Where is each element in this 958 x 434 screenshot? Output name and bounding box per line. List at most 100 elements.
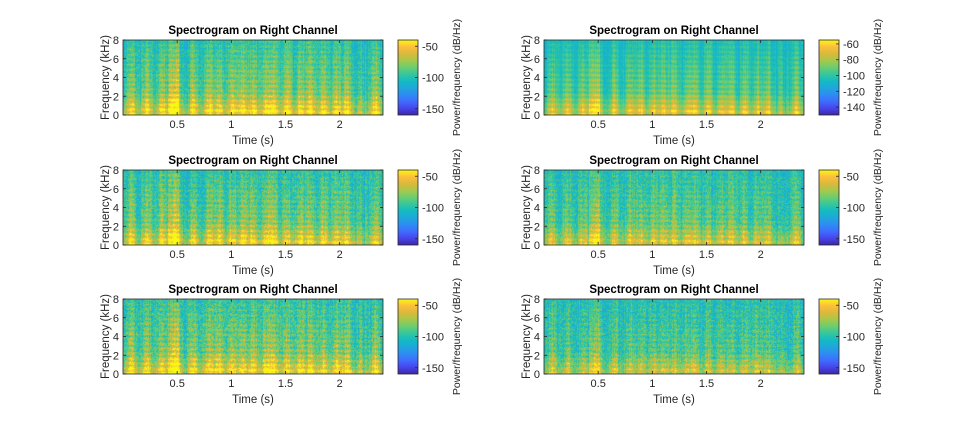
colorbar-tick-label: -150 [843,363,865,375]
y-tick-label: 2 [113,91,119,103]
x-tick-label: 2 [758,378,764,390]
y-axis-label: Frequency (kHz) [521,35,533,120]
colorbar-tick-label: -50 [422,300,438,312]
spectrogram-panel-2: Spectrogram on Right Channel 0.5 1 1.5 2 0 2 4 6… [521,19,884,147]
y-tick-label: 6 [534,313,540,325]
y-tick-label: 4 [534,203,540,215]
spectrogram-heatmap [123,299,383,374]
y-tick-label: 2 [534,350,540,362]
colorbar-label: Power/frequency (dB/Hz) [872,19,884,136]
x-tick-label: 1 [228,378,234,390]
x-tick-label: 2 [337,249,343,261]
y-tick-label: 2 [113,221,119,233]
colorbar-tick-label: -150 [843,234,865,246]
y-tick-label: 2 [113,350,119,362]
x-tick-label: 1.5 [278,249,293,261]
y-tick-label: 6 [113,313,119,325]
y-tick-label: 4 [113,332,119,344]
y-axis-label: Frequency (kHz) [521,165,533,250]
colorbar-label: Power/frequency (dB/Hz) [872,149,884,266]
colorbar-tick-label: -100 [422,203,444,215]
y-axis-label: Frequency (kHz) [100,294,112,379]
colorbar-label: Power/frequency (dB/Hz) [451,278,463,395]
x-tick-label: 0.5 [591,249,606,261]
y-tick-label: 6 [113,54,119,66]
colorbar-tick-label: -150 [422,363,444,375]
x-tick-label: 1 [649,249,655,261]
colorbar-tick-label: -100 [843,203,865,215]
y-tick-label: 6 [113,184,119,196]
y-tick-label: 0 [534,240,540,252]
colorbar-tick-label: -50 [422,41,438,53]
y-tick-label: 8 [113,35,119,47]
x-tick-label: 1.5 [278,119,293,131]
x-tick-label: 0.5 [591,378,606,390]
y-tick-label: 8 [113,165,119,177]
x-tick-label: 1.5 [699,249,714,261]
x-axis-label: Time (s) [653,394,695,406]
x-axis-label: Time (s) [232,394,274,406]
x-axis-label: Time (s) [653,265,695,277]
spectrogram-heatmap [123,170,383,245]
colorbar-tick-label: -120 [843,86,865,98]
y-tick-label: 2 [534,221,540,233]
y-tick-label: 6 [534,54,540,66]
x-tick-label: 2 [337,378,343,390]
colorbar-label: Power/frequency (dB/Hz) [872,278,884,395]
y-tick-label: 0 [534,369,540,381]
spectrogram-heatmap [544,40,804,115]
x-axis-label: Time (s) [232,265,274,277]
colorbar-tick-label: -150 [422,104,444,116]
x-tick-label: 1.5 [699,119,714,131]
y-axis-label: Frequency (kHz) [100,35,112,120]
chart-title: Spectrogram on Right Channel [589,155,758,167]
x-tick-label: 1 [228,249,234,261]
x-axis-label: Time (s) [232,135,274,147]
y-tick-label: 0 [113,240,119,252]
y-tick-label: 8 [534,294,540,306]
spectrogram-heatmap [123,40,383,115]
spectrogram-heatmap [544,299,804,374]
spectrogram-panel-1: Spectrogram on Right Channel 0.5 1 1.5 2 0 2 4 6… [100,19,463,147]
x-tick-label: 1 [649,378,655,390]
x-tick-label: 2 [758,119,764,131]
spectrogram-panel-5: Spectrogram on Right Channel 0.5 1 1.5 2 0 2 4 6… [100,278,463,406]
spectrogram-panel-6: Spectrogram on Right Channel 0.5 1 1.5 2 0 2 4 6… [521,278,884,406]
colorbar-tick-label: -140 [843,102,865,114]
chart-title: Spectrogram on Right Channel [168,284,337,296]
colorbar-label: Power/frequency (dB/Hz) [451,149,463,266]
y-tick-label: 4 [534,73,540,85]
chart-title: Spectrogram on Right Channel [168,155,337,167]
y-tick-label: 2 [534,91,540,103]
y-tick-label: 8 [534,165,540,177]
colorbar-tick-label: -150 [422,234,444,246]
x-tick-label: 0.5 [170,249,185,261]
y-tick-label: 0 [113,110,119,122]
x-tick-label: 2 [337,119,343,131]
y-tick-label: 4 [113,73,119,85]
colorbar-tick-label: -100 [843,332,865,344]
y-tick-label: 0 [113,369,119,381]
colorbar-tick-label: -50 [843,171,859,183]
chart-title: Spectrogram on Right Channel [589,284,758,296]
y-tick-label: 0 [534,110,540,122]
spectrogram-heatmap [544,170,804,245]
x-tick-label: 0.5 [170,378,185,390]
colorbar-tick-label: -100 [422,73,444,85]
spectrogram-panel-4: Spectrogram on Right Channel 0.5 1 1.5 2 0 2 4 6… [521,149,884,277]
colorbar [818,39,840,116]
spectrogram-panel-3: Spectrogram on Right Channel 0.5 1 1.5 2 0 2 4 6… [100,149,463,277]
colorbar-tick-label: -50 [843,300,859,312]
colorbar-label: Power/frequency (dB/Hz) [451,19,463,136]
colorbar-tick-label: -60 [843,39,859,51]
x-axis-label: Time (s) [653,135,695,147]
y-tick-label: 8 [113,294,119,306]
x-tick-label: 2 [758,249,764,261]
y-tick-label: 4 [113,203,119,215]
colorbar-tick-label: -50 [422,171,438,183]
x-tick-label: 1.5 [278,378,293,390]
x-tick-label: 1.5 [699,378,714,390]
y-axis-label: Frequency (kHz) [100,165,112,250]
x-tick-label: 1 [228,119,234,131]
